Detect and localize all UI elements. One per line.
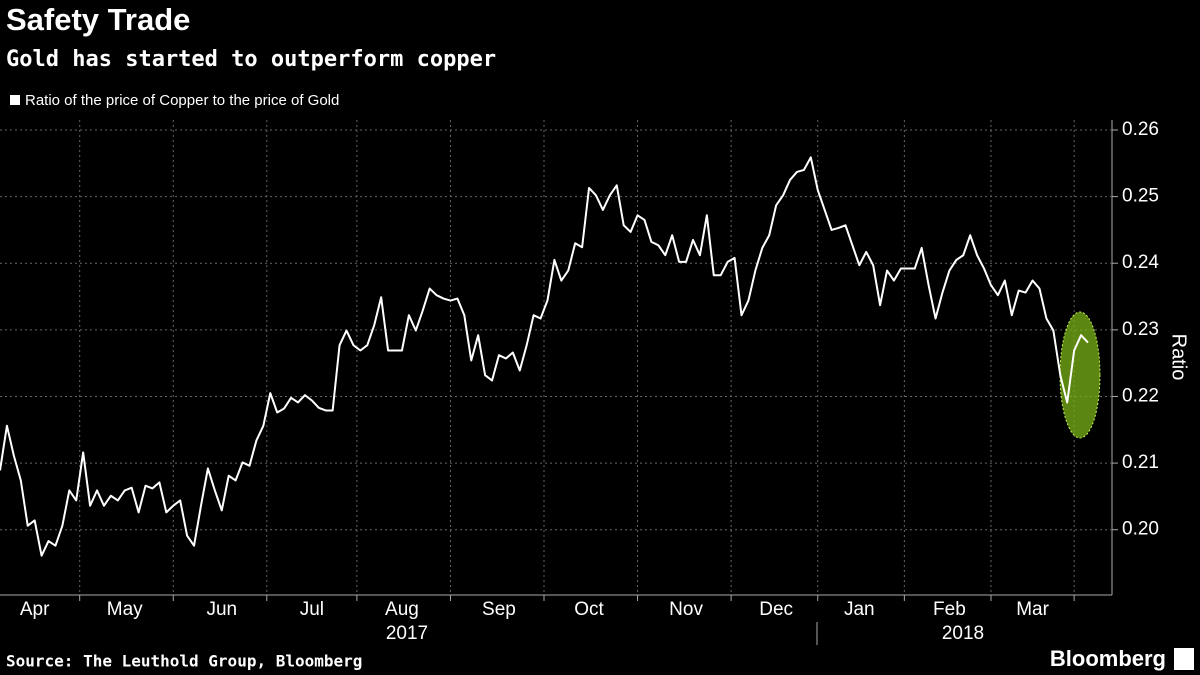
x-tick-label: May [107,599,143,620]
x-tick-label: Aug [385,599,419,620]
highlight [1059,311,1101,439]
chart-title: Safety Trade [6,2,190,37]
y-tick-label: 0.25 [1122,186,1159,207]
y-tick-label: 0.21 [1122,452,1159,473]
x-tick-label: Mar [1016,599,1049,620]
x-tick-label: Jun [206,599,237,620]
x-tick-label: Nov [669,599,703,620]
brand: Bloomberg [1050,646,1166,671]
x-tick-label: Sep [482,599,516,620]
y-tick-label: 0.24 [1122,252,1159,273]
x-tick-label: Jan [844,599,875,620]
x-tick-label: Apr [20,599,50,620]
brand-icon [1174,648,1194,670]
x-year-label: 2017 [386,623,428,644]
y-axis-label: Ratio [1168,334,1190,381]
y-tick-label: 0.26 [1122,119,1159,140]
legend-swatch [10,95,20,105]
x-tick-label: Dec [759,599,793,620]
source: Source: The Leuthold Group, Bloomberg [6,652,362,671]
x-tick-label: Feb [933,599,966,620]
y-tick-label: 0.23 [1122,319,1159,340]
x-tick-label: Jul [300,599,324,620]
x-tick-label: Oct [574,599,604,620]
y-tick-label: 0.20 [1122,519,1159,540]
y-tick-label: 0.22 [1122,385,1159,406]
legend-label: Ratio of the price of Copper to the pric… [25,92,339,109]
x-year-label: 2018 [942,623,984,644]
chart-subtitle: Gold has started to outperform copper [6,47,496,72]
data-line [0,156,1089,557]
